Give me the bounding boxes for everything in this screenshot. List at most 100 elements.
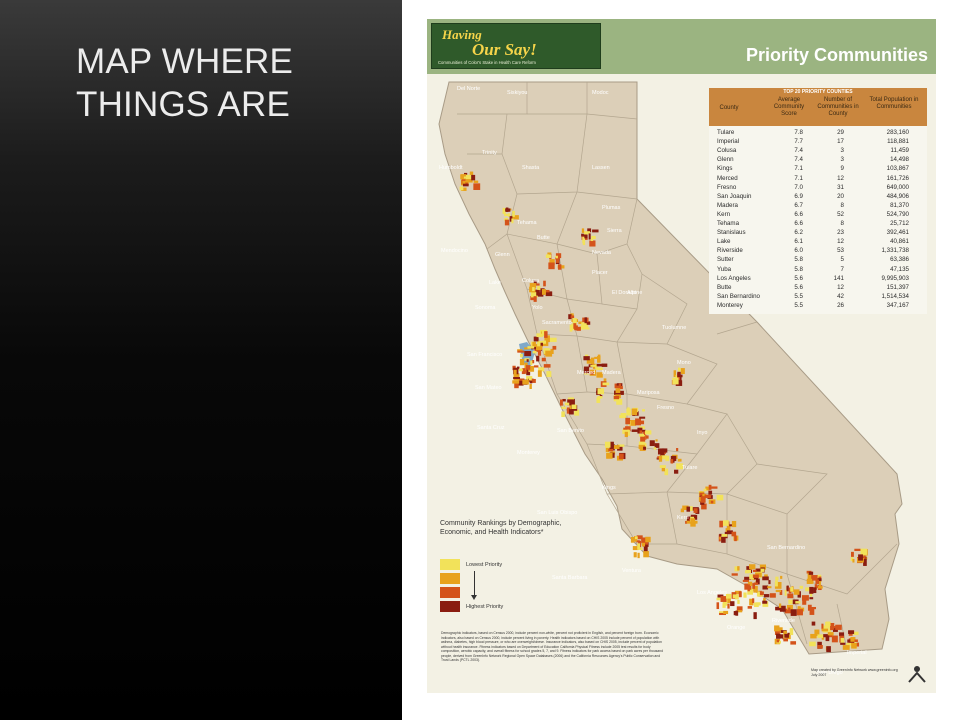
community-area <box>723 599 728 606</box>
total-population: 9,995,903 <box>881 274 909 282</box>
community-area <box>632 546 639 551</box>
community-area <box>854 639 858 642</box>
community-area <box>760 568 765 572</box>
county-label: Butte <box>537 235 550 241</box>
community-area <box>615 388 621 393</box>
community-area <box>523 370 527 373</box>
community-area <box>559 399 563 406</box>
community-area <box>653 447 657 450</box>
average-score: 7.0 <box>794 183 803 191</box>
community-count: 20 <box>837 192 844 200</box>
community-area <box>703 488 707 492</box>
community-area <box>808 571 814 575</box>
community-area <box>596 397 601 403</box>
county-label: El Dorado <box>612 290 636 296</box>
community-area <box>690 521 696 527</box>
community-area <box>779 605 786 612</box>
county-label: Tuolumne <box>662 325 686 331</box>
community-area <box>610 441 614 448</box>
community-area <box>530 365 534 368</box>
community-area <box>764 594 770 598</box>
county-name: San Bernardino <box>717 292 760 300</box>
county-label: Orange <box>727 625 745 631</box>
community-area <box>517 349 523 352</box>
community-area <box>853 631 859 635</box>
county-label: San Diego <box>817 670 843 676</box>
community-area <box>747 606 752 609</box>
community-area <box>556 258 559 263</box>
community-area <box>614 383 622 389</box>
county-label: Lassen <box>592 165 610 171</box>
community-area <box>618 453 624 460</box>
community-area <box>670 459 674 464</box>
community-area <box>817 645 823 649</box>
community-area <box>755 568 762 573</box>
community-area <box>461 187 467 191</box>
community-area <box>736 610 743 613</box>
community-area <box>533 280 537 286</box>
community-area <box>842 645 850 650</box>
county-name: Glenn <box>717 156 734 164</box>
county-name: Fresno <box>717 183 737 191</box>
community-area <box>584 321 591 325</box>
community-area <box>690 518 696 524</box>
community-area <box>522 379 529 385</box>
average-score: 6.6 <box>794 220 803 227</box>
community-area <box>504 217 509 221</box>
community-area <box>744 576 752 580</box>
county-label: Shasta <box>522 165 540 171</box>
community-area <box>569 407 574 415</box>
total-population: 649,000 <box>886 183 909 191</box>
community-area <box>518 368 523 372</box>
community-area <box>737 566 740 571</box>
community-area <box>793 589 800 595</box>
community-area <box>561 411 565 418</box>
community-area <box>776 639 780 643</box>
community-area <box>599 394 603 398</box>
community-area <box>463 176 469 179</box>
community-area <box>465 182 468 185</box>
county-name: Butte <box>717 283 732 291</box>
county-label: Santa Barbara <box>552 575 588 581</box>
county-label: San Luis Obispo <box>537 510 577 516</box>
total-population: 103,867 <box>886 165 909 173</box>
community-area <box>799 585 803 589</box>
community-area <box>631 429 639 432</box>
top20-counties-table: TOP 20 PRIORITY COUNTIES County Average … <box>709 88 927 314</box>
community-area <box>588 233 591 240</box>
community-area <box>774 580 778 587</box>
community-area <box>558 264 562 270</box>
community-area <box>785 608 791 612</box>
community-area <box>672 377 679 385</box>
total-population: 524,790 <box>886 210 909 218</box>
community-area <box>642 409 645 412</box>
community-area <box>636 535 643 540</box>
community-area <box>532 287 535 292</box>
community-area <box>608 448 614 452</box>
community-area <box>674 469 679 474</box>
community-area <box>764 574 768 578</box>
community-area <box>686 516 692 521</box>
community-area <box>536 333 543 338</box>
community-count: 29 <box>837 129 844 136</box>
community-area <box>814 584 818 590</box>
county-label: Nevada <box>592 250 612 256</box>
community-area <box>829 634 833 638</box>
community-area <box>641 429 646 432</box>
community-area <box>719 520 724 528</box>
community-area <box>511 215 519 220</box>
community-area <box>536 292 544 297</box>
county-label: Mariposa <box>637 390 661 396</box>
community-area <box>590 357 595 365</box>
county-name: San Joaquin <box>717 192 752 200</box>
community-area <box>762 601 769 607</box>
community-area <box>462 183 469 187</box>
community-area <box>774 581 782 589</box>
community-area <box>636 540 640 543</box>
county-label: Siskiyou <box>507 90 527 96</box>
community-area <box>789 628 794 636</box>
community-area <box>762 600 768 604</box>
community-area <box>657 448 665 455</box>
community-area <box>814 629 820 636</box>
legend-swatch-low <box>440 573 460 584</box>
